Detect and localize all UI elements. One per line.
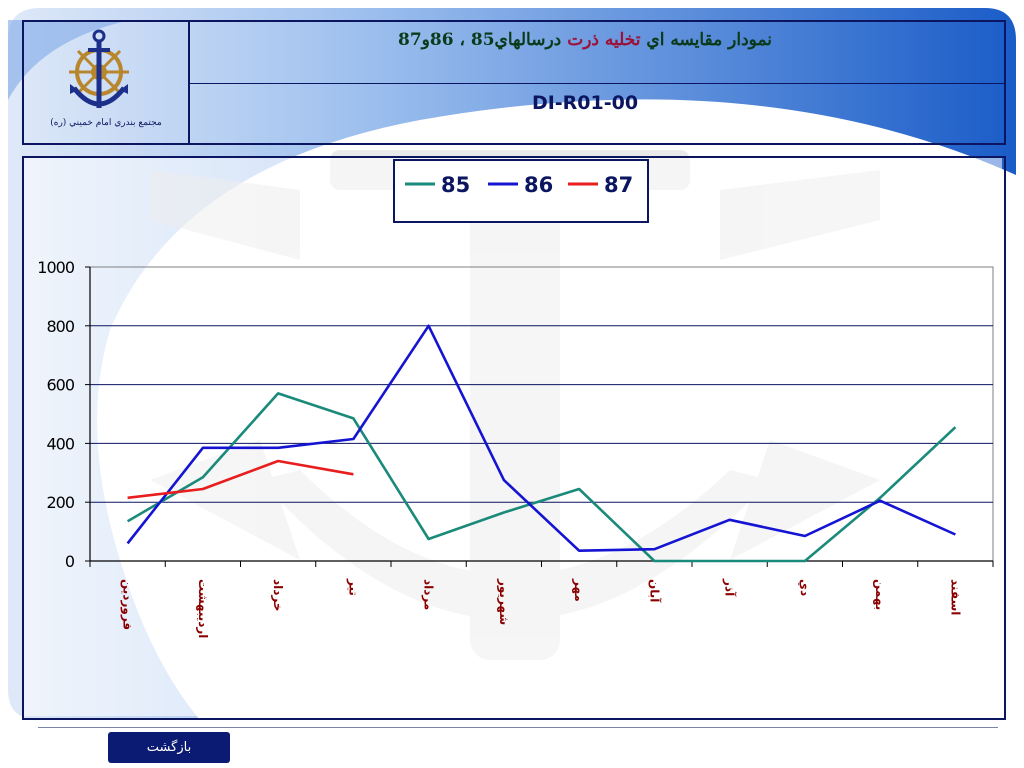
header-divider <box>188 20 190 143</box>
x-tick-label: خرداد <box>271 579 285 612</box>
title-part-1: نمودار مقايسه اي <box>646 30 772 50</box>
y-tick-label: 200 <box>46 493 74 512</box>
x-tick-label: شهريور <box>496 578 511 625</box>
document-code: DI-R01-00 <box>531 92 639 114</box>
footer-divider <box>38 727 998 728</box>
x-tick-label: مرداد <box>422 579 436 610</box>
x-tick-label: آذر <box>723 578 738 597</box>
chart-frame <box>22 156 1006 720</box>
header-separator <box>190 83 1004 84</box>
x-tick-label: ارديبهشت <box>196 579 210 638</box>
x-tick-label: دي <box>798 579 812 596</box>
y-tick-label: 600 <box>46 376 74 395</box>
legend-label-86: 86 <box>524 173 553 197</box>
back-button[interactable]: بازگشت <box>108 732 230 763</box>
x-tick-label: فروردين <box>120 579 135 630</box>
series-line-86 <box>126 324 956 552</box>
x-tick-label: تير <box>346 578 360 596</box>
title-part-3: درسالهاي85 ، 86و87 <box>397 30 562 50</box>
header-frame <box>22 20 1006 145</box>
legend-label-87: 87 <box>604 173 633 197</box>
x-tick-label: اسفند <box>948 579 962 615</box>
x-tick-label: آبان <box>647 579 662 603</box>
y-tick-label: 0 <box>65 552 75 571</box>
y-tick-label: 1000 <box>37 258 75 277</box>
organization-name: مجتمع بندري امام خميني (ره) <box>50 118 162 128</box>
page-title: نمودار مقايسه اي تخليه ذرت درسالهاي85 ، … <box>190 30 980 50</box>
legend-label-85: 85 <box>441 173 470 197</box>
x-tick-label: بهمن <box>873 579 887 610</box>
title-part-2: تخليه ذرت <box>567 30 641 50</box>
series-line-87 <box>127 459 354 500</box>
anchor-ship-wheel-logo <box>69 29 129 108</box>
x-tick-label: مهر <box>572 578 586 602</box>
series-line-85 <box>126 392 957 563</box>
y-tick-label: 400 <box>46 434 74 453</box>
chart-legend <box>393 159 649 223</box>
y-tick-label: 800 <box>46 317 74 336</box>
